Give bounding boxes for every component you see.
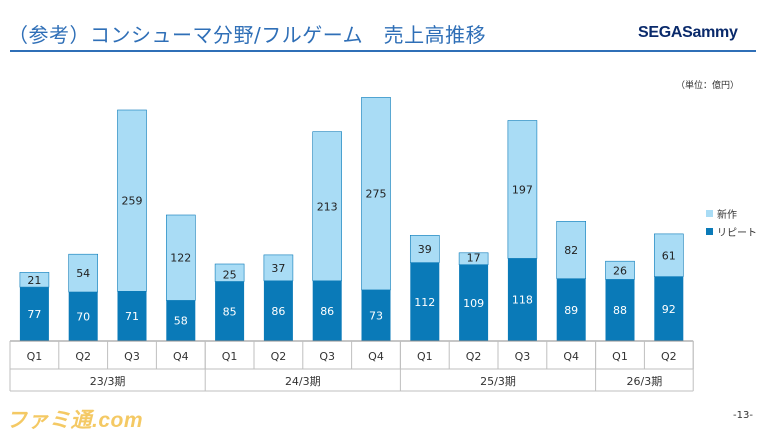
bar-repeat xyxy=(215,281,245,341)
data-label-repeat: 89 xyxy=(564,304,578,317)
bar-new xyxy=(166,214,196,301)
x-tick-label: Q4 xyxy=(173,350,189,363)
group-label: 26/3期 xyxy=(627,375,663,388)
data-label-repeat: 109 xyxy=(463,297,484,310)
data-label-repeat: 112 xyxy=(414,296,435,309)
x-tick-label: Q4 xyxy=(563,350,579,363)
legend-label-new: 新作 xyxy=(717,209,737,221)
bar-new xyxy=(458,252,489,266)
data-label-repeat: 88 xyxy=(613,304,627,317)
x-tick-label: Q2 xyxy=(466,350,482,363)
x-tick-label: Q1 xyxy=(612,350,628,363)
site-watermark: ファミ通.com xyxy=(6,409,144,432)
legend-swatch-repeat xyxy=(706,227,713,235)
bar-repeat xyxy=(556,278,586,341)
group-label: 25/3期 xyxy=(480,375,516,388)
group-label: 23/3期 xyxy=(90,375,126,388)
bar-repeat xyxy=(654,276,684,341)
data-label-repeat: 77 xyxy=(27,308,41,321)
bar-repeat xyxy=(68,292,98,341)
data-label-new: 21 xyxy=(27,274,41,287)
data-label-new: 259 xyxy=(122,195,143,208)
x-tick-label: Q1 xyxy=(27,350,43,363)
bar-repeat xyxy=(19,287,49,341)
data-label-new: 61 xyxy=(662,249,676,262)
data-label-new: 122 xyxy=(170,252,191,265)
page-number: -13- xyxy=(733,410,753,421)
bar-repeat xyxy=(312,280,342,341)
data-label-new: 25 xyxy=(223,269,237,282)
unit-label: （単位：億円） xyxy=(676,81,740,91)
title-underline xyxy=(10,50,756,52)
bar-new xyxy=(507,120,538,259)
legend-entry-repeat: リピート xyxy=(706,222,757,240)
bar-repeat xyxy=(459,264,489,341)
bar-repeat xyxy=(166,300,196,341)
data-label-new: 82 xyxy=(564,244,578,257)
bar-new xyxy=(605,260,635,280)
legend-swatch-new xyxy=(706,209,713,217)
x-tick-label: Q2 xyxy=(75,350,91,363)
data-label-repeat: 58 xyxy=(174,315,188,328)
legend-entry-new: 新作 xyxy=(706,204,757,222)
data-label-new: 275 xyxy=(366,188,387,201)
x-tick-label: Q3 xyxy=(319,350,335,363)
data-label-repeat: 86 xyxy=(271,305,285,318)
legend-label-repeat: リピート xyxy=(717,227,757,239)
data-label-new: 26 xyxy=(613,264,627,277)
data-label-new: 197 xyxy=(512,183,533,196)
data-label-new: 213 xyxy=(317,200,338,213)
data-label-repeat: 85 xyxy=(223,305,237,318)
data-label-repeat: 118 xyxy=(512,294,533,307)
bar-new xyxy=(653,233,684,277)
bar-new xyxy=(214,263,245,282)
data-label-repeat: 70 xyxy=(76,311,90,324)
bar-new xyxy=(409,235,440,263)
data-label-repeat: 73 xyxy=(369,309,383,322)
x-tick-label: Q2 xyxy=(661,350,677,363)
bar-repeat xyxy=(507,258,537,341)
bar-repeat xyxy=(605,279,635,341)
data-label-repeat: 86 xyxy=(320,305,334,318)
data-label-repeat: 92 xyxy=(662,303,676,316)
bar-new xyxy=(312,131,343,282)
x-tick-label: Q2 xyxy=(271,350,287,363)
data-label-new: 37 xyxy=(271,262,285,275)
company-logo: SEGASammy xyxy=(638,24,738,41)
data-label-new: 54 xyxy=(76,267,90,280)
group-label: 24/3期 xyxy=(285,375,321,388)
data-label-new: 39 xyxy=(418,243,432,256)
data-label-repeat: 71 xyxy=(125,310,139,323)
bar-repeat xyxy=(263,280,293,341)
bar-new xyxy=(117,109,147,292)
bar-repeat xyxy=(410,262,440,341)
bar-new xyxy=(556,221,587,280)
bar-repeat xyxy=(117,291,147,341)
bar-new xyxy=(263,254,294,282)
bar-new xyxy=(19,272,50,288)
x-tick-label: Q1 xyxy=(222,350,238,363)
x-tick-label: Q1 xyxy=(417,350,433,363)
bar-new xyxy=(361,97,391,291)
x-tick-label: Q3 xyxy=(515,350,531,363)
x-tick-label: Q4 xyxy=(368,350,384,363)
bar-new xyxy=(68,253,98,293)
bar-repeat xyxy=(361,289,391,341)
data-label-new: 17 xyxy=(467,252,481,265)
x-tick-label: Q3 xyxy=(124,350,140,363)
slide-title: （参考）コンシューマ分野/フルゲーム 売上高推移 xyxy=(8,23,487,47)
chart-legend: 新作 リピート xyxy=(706,204,757,240)
